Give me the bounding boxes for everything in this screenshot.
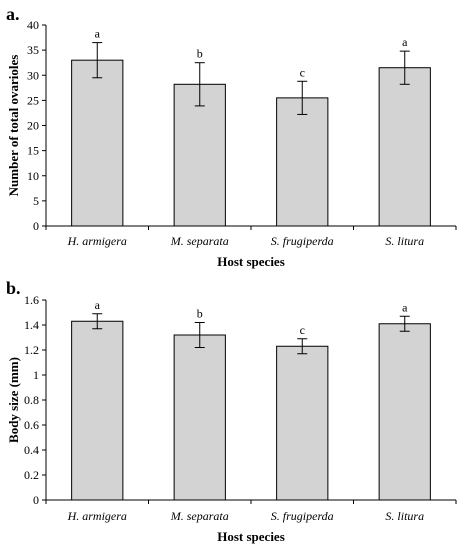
y-tick-label: 0.6 [24, 418, 39, 432]
y-tick-label: 1.2 [24, 343, 39, 357]
panel-label: b. [6, 278, 21, 298]
significance-letter: c [300, 323, 305, 337]
significance-letter: a [402, 300, 408, 314]
x-category-label: H. armigera [67, 509, 127, 523]
x-category-label: H. armigera [67, 234, 127, 248]
y-tick-label: 10 [27, 169, 39, 183]
y-tick-label: 20 [27, 119, 39, 133]
x-category-label: M. separata [170, 234, 229, 248]
y-tick-label: 1.6 [24, 293, 39, 307]
bar [378, 67, 431, 227]
y-tick-label: 30 [27, 68, 39, 82]
y-tick-label: 1.4 [24, 318, 39, 332]
y-axis-title: Number of total ovarioles [6, 55, 21, 197]
y-tick-label: 1 [33, 368, 39, 382]
x-category-label: S. litura [385, 509, 424, 523]
x-axis-title: Host species [217, 529, 285, 544]
significance-letter: b [197, 47, 203, 61]
significance-letter: b [197, 307, 203, 321]
y-tick-label: 0.4 [24, 443, 39, 457]
x-category-label: M. separata [170, 509, 229, 523]
x-category-label: S. frugiperda [271, 234, 334, 248]
y-tick-label: 15 [27, 144, 39, 158]
bar [173, 83, 226, 227]
y-axis-title: Body size (mm) [6, 357, 21, 443]
significance-letter: c [300, 65, 305, 79]
significance-letter: a [402, 35, 408, 49]
bar [276, 345, 329, 501]
y-tick-label: 40 [27, 18, 39, 32]
y-tick-label: 0.2 [24, 468, 39, 482]
bar [378, 323, 431, 501]
significance-letter: a [95, 298, 101, 312]
y-tick-label: 25 [27, 93, 39, 107]
bar [276, 97, 329, 227]
y-tick-label: 35 [27, 43, 39, 57]
panel-label: a. [6, 4, 20, 24]
y-tick-label: 0.8 [24, 393, 39, 407]
x-axis-title: Host species [217, 254, 285, 269]
bar [71, 59, 124, 227]
bar [71, 320, 124, 501]
bar [173, 334, 226, 501]
significance-letter: a [95, 27, 101, 41]
y-tick-label: 5 [33, 194, 39, 208]
y-tick-label: 0 [33, 219, 39, 233]
x-category-label: S. litura [385, 234, 424, 248]
y-tick-label: 0 [33, 493, 39, 507]
x-category-label: S. frugiperda [271, 509, 334, 523]
